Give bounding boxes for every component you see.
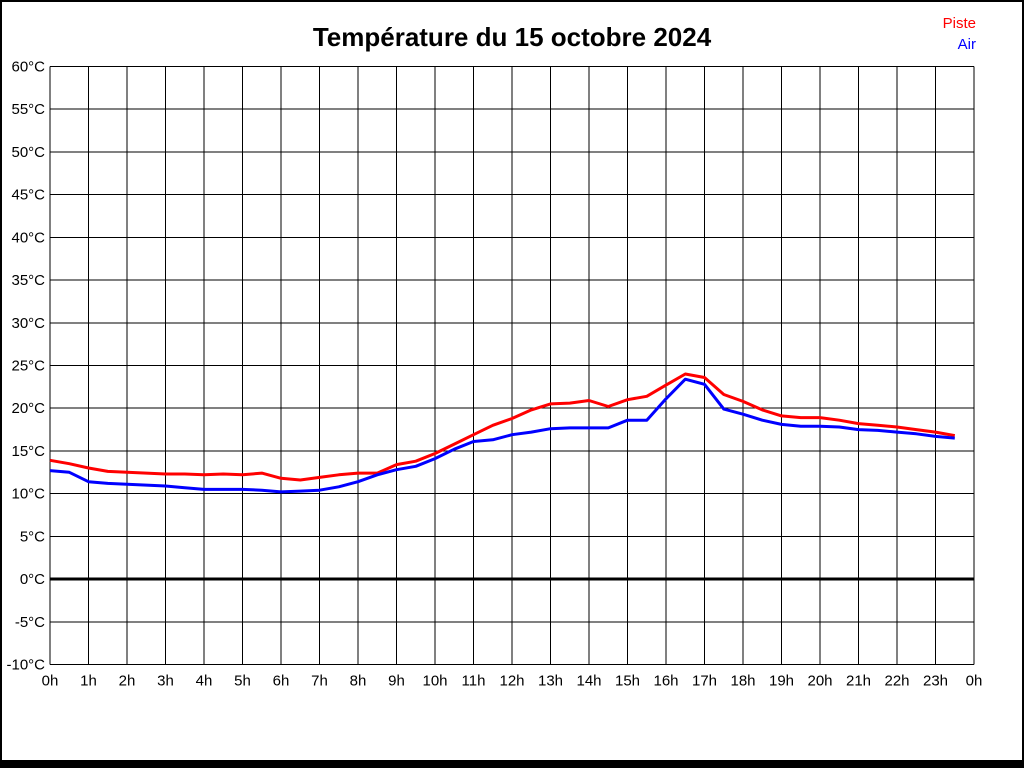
chart-legend: Piste Air: [943, 13, 976, 55]
legend-item-piste: Piste: [942, 15, 976, 32]
svg-text:0h: 0h: [966, 673, 983, 690]
y-axis-labels: 60°C 55°C 50°C 45°C 40°C 35°C 30°C 25°C 20°C 15°C…: [6, 59, 45, 674]
svg-text:1h: 1h: [80, 673, 97, 690]
svg-text:17h: 17h: [692, 673, 717, 690]
svg-text:5h: 5h: [234, 673, 251, 690]
svg-text:40°C: 40°C: [11, 229, 45, 246]
svg-text:14h: 14h: [576, 673, 601, 690]
svg-text:45°C: 45°C: [11, 187, 45, 204]
svg-text:20h: 20h: [807, 673, 832, 690]
svg-text:15°C: 15°C: [11, 443, 45, 460]
svg-text:55°C: 55°C: [11, 101, 45, 118]
svg-text:30°C: 30°C: [11, 315, 45, 332]
svg-text:13h: 13h: [538, 673, 563, 690]
svg-text:4h: 4h: [196, 673, 213, 690]
svg-text:19h: 19h: [769, 673, 794, 690]
svg-text:10h: 10h: [422, 673, 447, 690]
svg-text:35°C: 35°C: [11, 272, 45, 289]
svg-text:6h: 6h: [273, 673, 290, 690]
svg-text:3h: 3h: [157, 673, 174, 690]
svg-text:9h: 9h: [388, 673, 405, 690]
svg-text:0°C: 0°C: [20, 571, 45, 588]
svg-text:22h: 22h: [884, 673, 909, 690]
svg-text:20°C: 20°C: [11, 400, 45, 417]
svg-text:-10°C: -10°C: [6, 657, 45, 674]
svg-text:16h: 16h: [653, 673, 678, 690]
chart-title: Température du 15 octobre 2024: [312, 22, 712, 52]
svg-text:7h: 7h: [311, 673, 328, 690]
svg-text:60°C: 60°C: [11, 59, 45, 76]
svg-text:23h: 23h: [923, 673, 948, 690]
svg-text:2h: 2h: [119, 673, 136, 690]
svg-text:50°C: 50°C: [11, 144, 45, 161]
svg-text:5°C: 5°C: [20, 528, 45, 545]
piste-line: [49, 372, 956, 482]
bottom-border-bar: [2, 760, 1022, 766]
svg-text:12h: 12h: [499, 673, 524, 690]
svg-text:18h: 18h: [730, 673, 755, 690]
svg-text:8h: 8h: [350, 673, 367, 690]
svg-text:15h: 15h: [615, 673, 640, 690]
svg-text:-5°C: -5°C: [15, 614, 45, 631]
svg-text:11h: 11h: [462, 673, 486, 690]
svg-text:25°C: 25°C: [11, 358, 45, 375]
svg-text:0h: 0h: [42, 673, 59, 690]
x-axis-labels: 0h 1h 2h 3h 4h 5h 6h 7h 8h 9h 10h 11h 12h 13h 14h 15h 16…: [42, 673, 983, 690]
svg-text:10°C: 10°C: [11, 486, 45, 503]
legend-item-air: Air: [957, 36, 976, 53]
svg-text:21h: 21h: [846, 673, 871, 690]
grid-lines: [49, 66, 975, 665]
air-line: [49, 377, 955, 494]
